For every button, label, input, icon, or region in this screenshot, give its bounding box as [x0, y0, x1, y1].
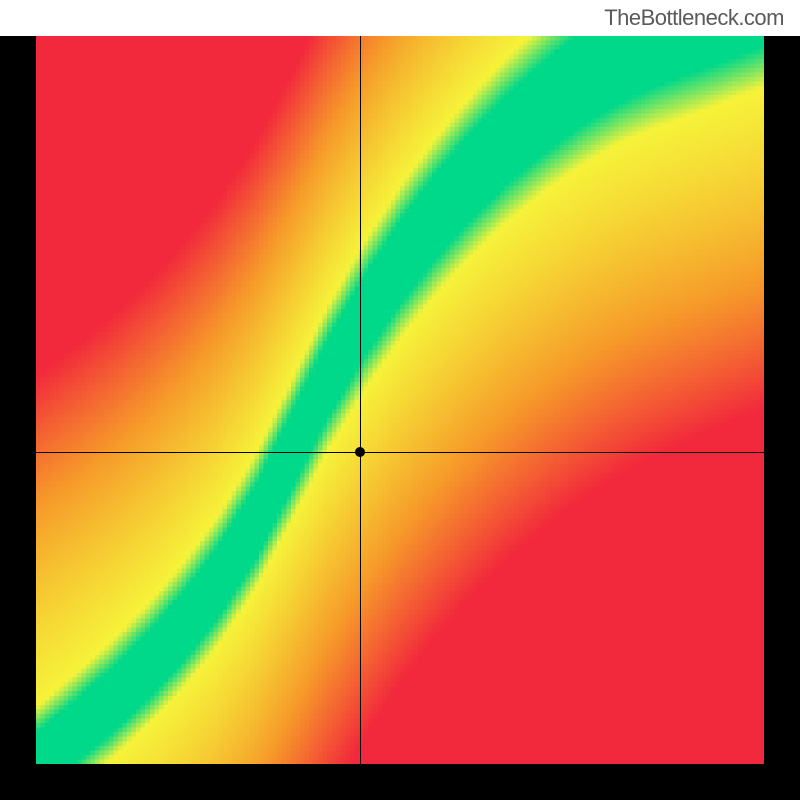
site-watermark: TheBottleneck.com: [604, 5, 784, 31]
heatmap-canvas: [36, 36, 764, 764]
crosshair-horizontal: [36, 452, 764, 453]
heatmap-plot: [36, 36, 764, 764]
header-bar: TheBottleneck.com: [0, 0, 800, 36]
selection-dot: [355, 447, 365, 457]
plot-container: [0, 36, 800, 800]
crosshair-vertical: [360, 36, 361, 764]
